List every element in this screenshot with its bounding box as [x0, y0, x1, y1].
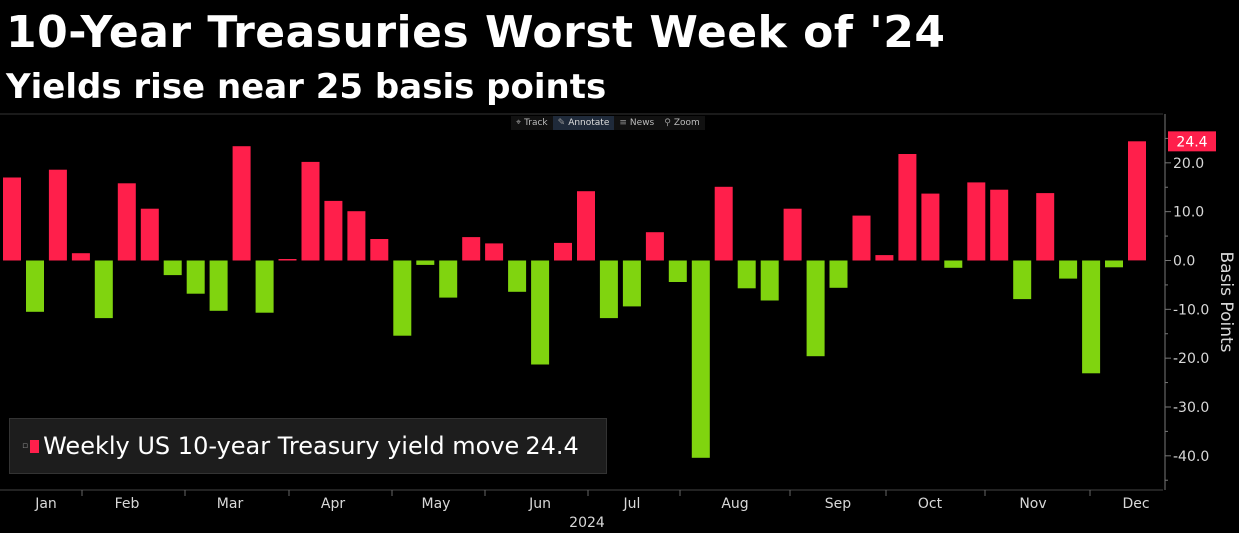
annotate-button[interactable]: ✎ Annotate [552, 116, 615, 130]
bar-week-39 [875, 255, 894, 261]
bar-week-9 [186, 260, 205, 294]
plot-frame [0, 113, 1163, 491]
bar-week-29 [645, 232, 664, 261]
bar-week-44 [990, 189, 1009, 261]
x-tick-label: Jul [623, 496, 641, 512]
bar-week-37 [829, 260, 848, 288]
zoom-label: Zoom [673, 118, 700, 128]
bar-week-28 [622, 260, 641, 307]
y-axis-label: Basis Points [1216, 252, 1236, 353]
bar-week-19 [416, 260, 435, 265]
x-axis: Jan Feb Mar Apr May Jun Jul Aug Sep Oct Nov Dec 2024 [34, 490, 1150, 531]
y-tick-label: -20.0 [1173, 351, 1209, 367]
pencil-icon: ✎ [557, 118, 566, 128]
bar-week-32 [714, 186, 733, 261]
annotate-label: Annotate [568, 118, 610, 128]
bar-week-11 [232, 146, 251, 261]
bar-week-48 [1082, 260, 1101, 374]
bar-week-45 [1013, 260, 1032, 300]
y-tick-label: 10.0 [1173, 205, 1204, 221]
news-label: News [629, 118, 655, 128]
bar-week-18 [393, 260, 412, 336]
x-tick-label: Sep [825, 496, 852, 512]
x-tick-label: Apr [321, 496, 345, 512]
y-tick-label: 20.0 [1173, 156, 1204, 172]
bar-week-35 [783, 208, 802, 261]
bar-week-10 [209, 260, 228, 311]
track-button[interactable]: ⌖ Track [511, 116, 553, 130]
page-title: 10-Year Treasuries Worst Week of '24 [6, 7, 946, 58]
x-tick-label: Aug [721, 496, 748, 512]
news-icon: ≡ [619, 118, 627, 128]
bar-week-49 [1105, 260, 1123, 268]
bar-week-21 [462, 237, 481, 261]
news-button[interactable]: ≡ News [614, 116, 659, 130]
x-tick-label: Feb [115, 496, 140, 512]
chart-toolbar: ⌖ Track ✎ Annotate ≡ News ⚲ Zoom [511, 116, 705, 130]
bar-week-12 [255, 260, 274, 313]
x-tick-label: Oct [918, 496, 943, 512]
y-tick-label: -40.0 [1173, 449, 1209, 465]
x-tick-label: Mar [217, 496, 244, 512]
zoom-button[interactable]: ⚲ Zoom [659, 116, 705, 130]
bar-week-7 [140, 208, 159, 261]
x-tick-label: Jan [34, 496, 57, 512]
bar-week-26 [577, 191, 595, 261]
bar-week-13 [278, 259, 297, 261]
crosshair-icon: ⌖ [516, 118, 522, 128]
bar-week-8 [163, 260, 182, 276]
bars-group [3, 141, 1146, 458]
bar-week-16 [347, 211, 366, 261]
bar-week-40 [898, 154, 917, 261]
legend-toggle-icon[interactable]: ▫ [22, 441, 29, 451]
bar-week-31 [691, 260, 710, 458]
bar-week-15 [324, 200, 343, 261]
bar-week-50 [1128, 141, 1146, 261]
y-axis: 20.0 10.0 0.0 -10.0 -20.0 -30.0 -40.0 Basis Poi… [1164, 114, 1236, 490]
bar-week-36 [806, 260, 825, 357]
magnifier-icon: ⚲ [664, 118, 671, 128]
bar-week-6 [117, 183, 136, 261]
bar-week-47 [1059, 260, 1078, 279]
last-value-badge-label: 24.4 [1176, 134, 1207, 150]
bar-week-5 [94, 260, 113, 319]
bar-week-33 [737, 260, 756, 289]
y-tick-label: -30.0 [1173, 400, 1209, 416]
bar-week-34 [760, 260, 779, 301]
x-tick-label: Nov [1019, 496, 1046, 512]
legend-series-name: Weekly US 10-year Treasury yield move [43, 432, 520, 460]
last-value-badge-bg [1168, 131, 1216, 152]
x-tick-label: Dec [1122, 496, 1149, 512]
bar-week-22 [485, 243, 504, 261]
bar-week-1 [3, 177, 21, 261]
x-tick-label: May [422, 496, 451, 512]
bar-week-23 [508, 260, 527, 292]
chart-legend: ▫ Weekly US 10-year Treasury yield move … [9, 418, 607, 474]
bar-week-43 [967, 182, 986, 261]
bar-week-4 [71, 253, 90, 261]
bar-week-17 [370, 239, 389, 261]
legend-last-value: 24.4 [525, 432, 579, 460]
bar-week-24 [531, 260, 550, 365]
legend-swatch [30, 439, 40, 453]
last-value-badge: 24.4 [1168, 131, 1216, 152]
x-year-label: 2024 [569, 515, 605, 531]
bar-week-14 [301, 161, 320, 261]
bar-week-2 [26, 260, 44, 312]
y-tick-label: -10.0 [1173, 302, 1209, 318]
bar-week-38 [852, 215, 871, 261]
page-subtitle: Yields rise near 25 basis points [6, 67, 607, 107]
bar-week-20 [439, 260, 458, 298]
bar-week-27 [599, 260, 618, 319]
bar-week-41 [921, 193, 940, 261]
bar-week-3 [48, 169, 67, 261]
bar-week-30 [668, 260, 687, 282]
bar-week-25 [554, 242, 572, 261]
x-tick-label: Jun [528, 496, 551, 512]
y-tick-label: 0.0 [1173, 253, 1195, 269]
bar-week-46 [1036, 193, 1055, 261]
track-label: Track [524, 118, 548, 128]
bar-week-42 [944, 260, 963, 268]
